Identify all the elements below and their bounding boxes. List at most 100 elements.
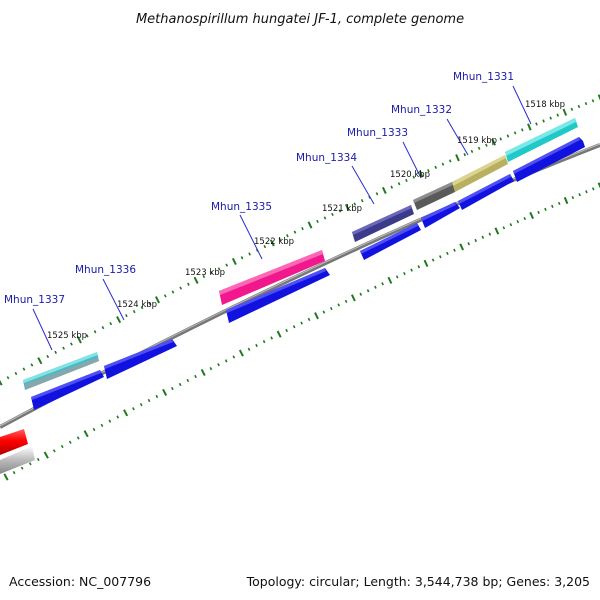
- tick-mark-outer: [549, 116, 552, 120]
- tick-mark-outer: [0, 379, 3, 386]
- tick-mark-outer: [390, 185, 394, 189]
- tick-mark-inner: [578, 193, 581, 197]
- tick-mark-inner: [359, 292, 363, 296]
- tick-mark-inner: [374, 285, 377, 289]
- tick-mark-inner: [591, 187, 595, 191]
- tick-mark-outer: [14, 371, 18, 376]
- gene-label-mhun-1335[interactable]: Mhun_1335: [211, 201, 272, 213]
- tick-mark-inner: [247, 347, 251, 351]
- genome-title: Methanospirillum hungatei JF-1, complete…: [136, 12, 464, 27]
- tick-mark-inner: [387, 276, 393, 284]
- gene-label-mhun-1333[interactable]: Mhun_1333: [347, 127, 408, 139]
- tick-mark-outer: [109, 322, 113, 326]
- tick-mark-outer: [584, 102, 588, 106]
- tick-mark-inner: [494, 227, 500, 235]
- cds-arrow-mhun-1335[interactable]: [226, 268, 330, 323]
- tick-mark-inner: [36, 457, 40, 462]
- gene-feature-mhun-1337[interactable]: [23, 352, 99, 390]
- tick-mark-outer: [542, 119, 545, 123]
- tick-mark-outer: [577, 104, 581, 109]
- tick-mark-inner: [516, 219, 520, 224]
- tick-mark-outer: [210, 271, 213, 275]
- tick-mark-inner: [337, 303, 341, 307]
- cds-arrow-mhun-1333[interactable]: [421, 202, 460, 228]
- tick-mark-inner: [571, 195, 575, 200]
- tick-mark-inner: [459, 243, 465, 251]
- tick-mark-outer: [155, 296, 160, 304]
- tick-mark-inner: [162, 388, 168, 396]
- tick-mark-inner: [200, 368, 206, 377]
- tick-mark-inner: [314, 312, 319, 320]
- partial-feature-red[interactable]: [0, 429, 28, 455]
- gene-feature-mhun-1331[interactable]: [505, 118, 578, 162]
- gene-feature-mhun-1332[interactable]: [452, 155, 508, 192]
- gene-label-mhun-1331[interactable]: Mhun_1331: [453, 71, 514, 83]
- gene-label-mhun-1332[interactable]: Mhun_1332: [391, 104, 452, 116]
- gene-feature-mhun-1334[interactable]: [352, 205, 414, 242]
- tick-mark-inner: [431, 258, 435, 262]
- tick-mark-outer: [477, 146, 481, 150]
- tick-mark-inner: [350, 294, 356, 302]
- tick-mark-outer: [301, 226, 304, 231]
- tick-mark-inner: [417, 265, 421, 269]
- tick-mark-inner: [395, 275, 399, 279]
- tick-mark-inner: [597, 182, 600, 189]
- tick-mark-outer: [293, 230, 297, 234]
- gene-label-mhun-1336[interactable]: Mhun_1336: [75, 264, 136, 276]
- kbp-label-1519: 1519 kbp: [457, 136, 497, 146]
- tick-mark-outer: [470, 149, 474, 154]
- cds-arrow-mhun-1334[interactable]: [360, 223, 421, 260]
- tick-mark-inner: [43, 451, 49, 459]
- tick-mark-inner: [116, 415, 120, 419]
- tick-mark-inner: [232, 355, 236, 359]
- tick-mark-outer: [485, 143, 488, 147]
- cds-arrow-mhun-1337[interactable]: [31, 370, 104, 410]
- tick-mark-inner: [155, 394, 159, 399]
- tick-mark-outer: [54, 350, 58, 354]
- tick-mark-outer: [463, 152, 467, 157]
- tick-mark-outer: [140, 306, 144, 310]
- tick-mark-inner: [108, 419, 112, 423]
- tick-mark-outer: [240, 256, 244, 260]
- tick-mark-outer: [591, 99, 595, 103]
- tick-mark-outer: [316, 219, 319, 224]
- tick-mark-inner: [12, 470, 16, 475]
- tick-mark-inner: [403, 271, 406, 276]
- gene-feature-mhun-1335[interactable]: [219, 250, 325, 305]
- tick-mark-outer: [597, 94, 600, 101]
- tick-mark-inner: [209, 367, 213, 371]
- cds-arrow-mhun-1336[interactable]: [104, 339, 177, 379]
- kbp-label-1521: 1521 kbp: [322, 204, 362, 214]
- tick-mark-outer: [375, 192, 379, 196]
- tick-mark-inner: [270, 336, 274, 340]
- tick-mark-inner: [509, 223, 513, 227]
- gene-label-mhun-1337[interactable]: Mhun_1337: [4, 294, 65, 306]
- tick-mark-outer: [441, 162, 445, 166]
- tick-mark-inner: [292, 325, 296, 329]
- tick-mark-inner: [300, 321, 303, 325]
- tick-mark-outer: [37, 357, 43, 365]
- gene-label-mhun-1334[interactable]: Mhun_1334: [296, 152, 357, 164]
- tick-mark-outer: [125, 314, 128, 318]
- tick-mark-outer: [323, 216, 327, 220]
- tick-mark-inner: [255, 343, 258, 348]
- kbp-label-1523: 1523 kbp: [185, 268, 225, 278]
- kbp-label-1522: 1522 kbp: [254, 237, 294, 247]
- tick-mark-outer: [179, 286, 183, 290]
- partial-feature-grey[interactable]: [0, 446, 35, 474]
- tick-mark-outer: [46, 354, 50, 359]
- tick-mark-outer: [434, 165, 438, 169]
- tick-mark-inner: [52, 449, 56, 453]
- tick-mark-outer: [307, 221, 313, 229]
- tick-track-inner: [3, 182, 600, 481]
- tick-mark-outer: [499, 137, 503, 141]
- tick-mark-inner: [217, 363, 220, 367]
- gene-feature-mhun-1333[interactable]: [413, 182, 455, 210]
- tick-mark-outer: [427, 168, 430, 173]
- kbp-label-1525: 1525 kbp: [47, 331, 87, 341]
- cds-arrow-mhun-1331[interactable]: [513, 137, 585, 182]
- tick-mark-inner: [481, 235, 485, 239]
- cds-arrow-mhun-1332[interactable]: [458, 174, 514, 210]
- tick-mark-outer: [448, 159, 452, 163]
- tick-mark-inner: [557, 201, 561, 206]
